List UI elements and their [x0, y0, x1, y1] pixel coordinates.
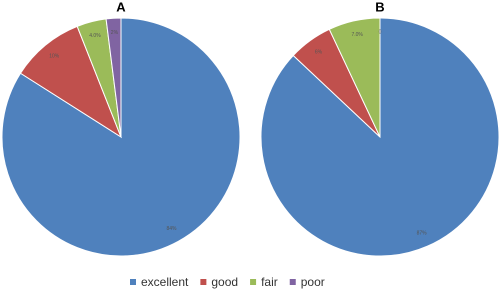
- legend-swatch: [289, 279, 296, 285]
- data-label: 84%: [166, 226, 177, 232]
- data-label: 4.0%: [89, 33, 101, 39]
- data-label: 0: [379, 30, 382, 36]
- data-label: 87%: [417, 230, 428, 236]
- chart-title: A: [116, 0, 126, 14]
- legend-label: fair: [261, 275, 278, 289]
- legend-label: excellent: [141, 275, 189, 289]
- pie-slice: [19, 25, 123, 139]
- legend-swatch: [130, 279, 136, 285]
- data-label: 6%: [315, 50, 323, 56]
- legend-swatch: [250, 279, 257, 285]
- data-label: 2%: [111, 30, 119, 36]
- legend-label: good: [211, 275, 238, 289]
- pie-slice: [260, 17, 500, 257]
- data-label: 7.0%: [351, 32, 363, 38]
- data-label: 10%: [49, 54, 60, 60]
- legend-swatch: [200, 279, 207, 285]
- chart-title: B: [375, 0, 384, 14]
- legend-label: poor: [301, 275, 325, 289]
- pie-slice: [105, 17, 122, 138]
- pie-slice: [328, 17, 381, 138]
